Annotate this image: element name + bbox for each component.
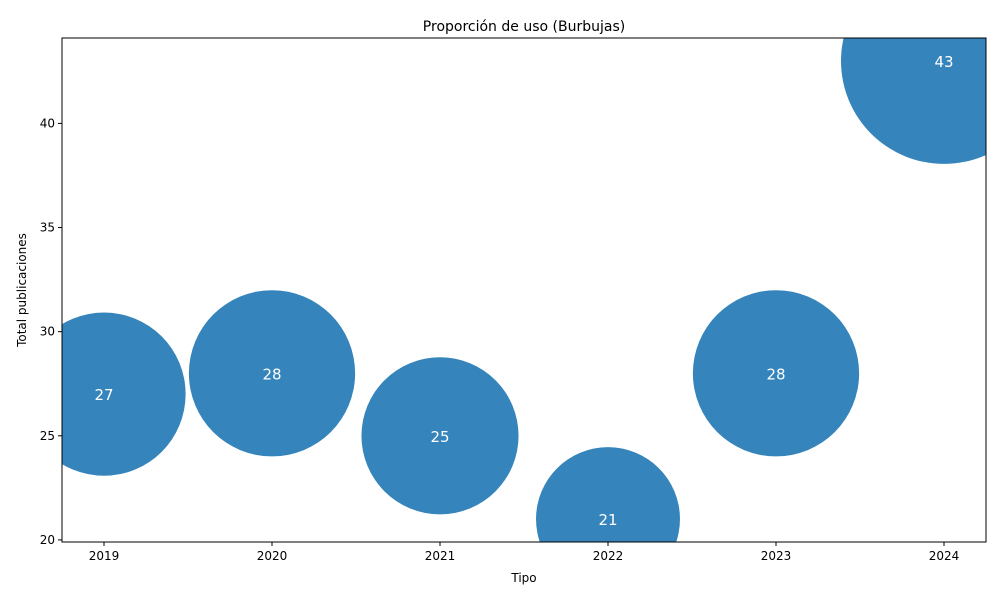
bubble-label-2019: 27: [94, 386, 113, 404]
bubble-2021: [361, 357, 519, 515]
bubble-2019: [62, 312, 186, 476]
bubble-2023: [692, 290, 860, 457]
bubble-2022: [536, 447, 680, 542]
bubble-label-2020: 28: [262, 365, 281, 383]
x-axis-label: Tipo: [510, 571, 536, 585]
x-tick-label: 2019: [89, 549, 120, 563]
x-tick-label: 2023: [761, 549, 792, 563]
y-axis-label: Total publicaciones: [15, 233, 29, 348]
bubble-2020: [188, 290, 356, 457]
bubble-label-2021: 25: [430, 428, 449, 446]
y-tick-label: 35: [40, 221, 55, 235]
x-tick-label: 2021: [425, 549, 456, 563]
plot-frame: [61, 37, 987, 543]
bubble-label-2022: 21: [598, 511, 617, 529]
x-tick-label: 2020: [257, 549, 288, 563]
bubble-2024: [841, 38, 986, 164]
y-tick-label: 25: [40, 429, 55, 443]
x-tick-label: 2024: [929, 549, 960, 563]
bubble-label-2024: 43: [934, 53, 953, 71]
bubble-label-2023: 28: [766, 365, 785, 383]
chart-title: Proporción de uso (Burbujas): [423, 19, 625, 35]
x-tick-label: 2022: [593, 549, 624, 563]
y-tick-label: 30: [40, 325, 55, 339]
y-tick-label: 40: [40, 116, 55, 130]
y-tick-label: 20: [40, 533, 55, 547]
